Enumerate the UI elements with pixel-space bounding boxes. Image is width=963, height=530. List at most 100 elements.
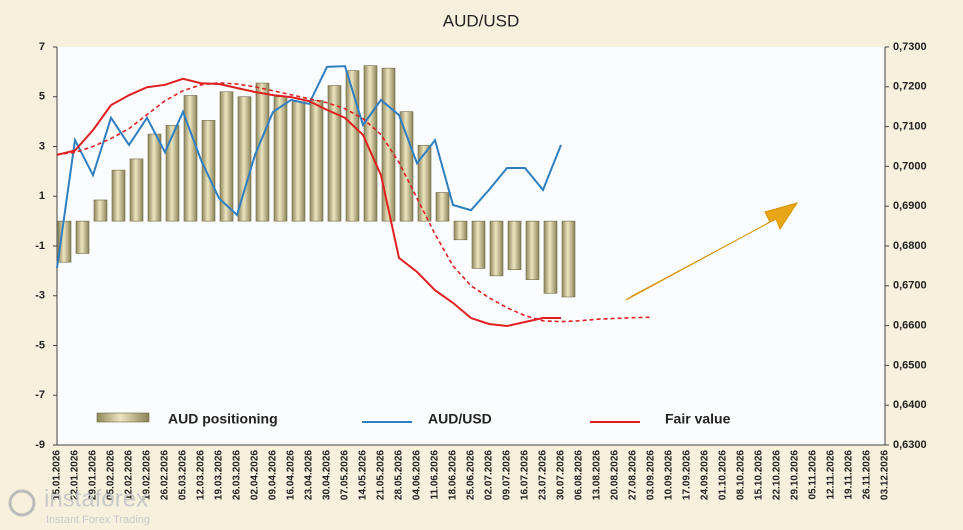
x-tick-label: 23.04.2026 bbox=[304, 450, 315, 500]
bar bbox=[543, 220, 558, 294]
x-tick-label: 20.08.2026 bbox=[610, 450, 621, 500]
x-tick-label: 09.04.2026 bbox=[268, 450, 279, 500]
x-tick-label: 13.08.2026 bbox=[592, 450, 603, 500]
x-tick-label: 30.04.2026 bbox=[322, 450, 333, 500]
bar bbox=[489, 220, 504, 277]
x-tick-label: 21.05.2026 bbox=[376, 450, 387, 500]
bar bbox=[381, 67, 396, 222]
y-tick-label: 1 bbox=[39, 190, 45, 202]
x-tick-label: 26.02.2026 bbox=[160, 450, 171, 500]
y-tick-label: -5 bbox=[35, 339, 45, 351]
bar bbox=[399, 111, 414, 222]
logo bbox=[8, 489, 36, 517]
x-tick-label: 08.10.2026 bbox=[736, 450, 747, 500]
bar bbox=[183, 95, 198, 222]
x-tick-label: 06.08.2026 bbox=[574, 450, 585, 500]
x-tick-label: 29.10.2026 bbox=[790, 450, 801, 500]
bar bbox=[525, 220, 540, 280]
bar bbox=[219, 91, 234, 222]
x-tick-label: 14.05.2026 bbox=[358, 450, 369, 500]
y2-tick-label: 0,6400 bbox=[893, 399, 927, 411]
bar bbox=[561, 220, 576, 298]
x-tick-label: 05.02.2026 bbox=[106, 450, 117, 500]
y2-tick-label: 0,7000 bbox=[893, 160, 927, 172]
x-tick-label: 17.09.2026 bbox=[682, 450, 693, 500]
x-tick-label: 24.09.2026 bbox=[700, 450, 711, 500]
x-tick-label: 19.03.2026 bbox=[214, 450, 225, 500]
x-tick-label: 10.09.2026 bbox=[664, 450, 675, 500]
tagline: Instant Forex Trading bbox=[46, 514, 150, 526]
bar bbox=[309, 100, 324, 222]
x-tick-label: 22.01.2026 bbox=[70, 450, 81, 500]
brand: instaforex bbox=[44, 485, 148, 512]
bar bbox=[471, 220, 486, 269]
bar bbox=[507, 220, 522, 270]
plot-area bbox=[57, 47, 885, 445]
y2-tick-label: 0,6600 bbox=[893, 320, 927, 332]
x-tick-label: 12.03.2026 bbox=[196, 450, 207, 500]
y2-tick-label: 0,6300 bbox=[893, 439, 927, 451]
y2-tick-label: 0,7300 bbox=[893, 41, 927, 53]
bar bbox=[345, 70, 360, 222]
x-tick-label: 22.10.2026 bbox=[772, 450, 783, 500]
x-tick-label: 25.06.2026 bbox=[466, 450, 477, 500]
x-tick-label: 19.02.2026 bbox=[142, 450, 153, 500]
y2-tick-label: 0,6700 bbox=[893, 280, 927, 292]
y2-tick-label: 0,6900 bbox=[893, 200, 927, 212]
bar bbox=[273, 96, 288, 222]
x-tick-label: 07.05.2026 bbox=[340, 450, 351, 500]
y2-tick-label: 0,6500 bbox=[893, 359, 927, 371]
x-tick-label: 16.04.2026 bbox=[286, 450, 297, 500]
x-tick-label: 03.09.2026 bbox=[646, 450, 657, 500]
x-tick-label: 11.06.2026 bbox=[430, 450, 441, 500]
bar bbox=[453, 220, 468, 241]
legend-swatch bbox=[96, 412, 150, 423]
x-tick-label: 29.01.2026 bbox=[88, 450, 99, 500]
x-tick-label: 26.11.2026 bbox=[862, 450, 873, 500]
x-tick-label: 12.11.2026 bbox=[826, 450, 837, 500]
bar bbox=[435, 192, 450, 222]
bar bbox=[237, 96, 252, 222]
x-tick-label: 09.07.2026 bbox=[502, 450, 513, 500]
chart-title: AUD/USD bbox=[443, 11, 520, 30]
bar bbox=[147, 133, 162, 222]
bar bbox=[165, 125, 180, 222]
x-tick-label: 05.03.2026 bbox=[178, 450, 189, 500]
x-tick-label: 02.07.2026 bbox=[484, 450, 495, 500]
bar bbox=[93, 199, 108, 222]
bar bbox=[363, 65, 378, 222]
x-tick-label: 12.02.2026 bbox=[124, 450, 135, 500]
legend-label: Fair value bbox=[665, 411, 731, 427]
y-tick-label: -9 bbox=[35, 439, 45, 451]
x-tick-label: 01.10.2026 bbox=[718, 450, 729, 500]
y-tick-label: 3 bbox=[39, 140, 45, 152]
bar bbox=[75, 220, 90, 254]
x-tick-label: 02.04.2026 bbox=[250, 450, 261, 500]
bar bbox=[111, 169, 126, 222]
y2-tick-label: 0,7200 bbox=[893, 81, 927, 93]
bar bbox=[255, 82, 270, 222]
x-tick-label: 15.10.2026 bbox=[754, 450, 765, 500]
line bbox=[56, 77, 561, 328]
bar bbox=[327, 85, 342, 222]
bar bbox=[291, 101, 306, 222]
x-tick-label: 19.11.2026 bbox=[844, 450, 855, 500]
legend-label: AUD/USD bbox=[428, 411, 492, 427]
y2-tick-label: 0,7100 bbox=[893, 121, 927, 133]
y-tick-label: -7 bbox=[35, 389, 45, 401]
x-tick-label: 26.03.2026 bbox=[232, 450, 243, 500]
watermark: instaforex Instant Forex Trading bbox=[8, 485, 150, 526]
y-tick-label: -1 bbox=[35, 240, 45, 252]
line bbox=[56, 65, 562, 269]
x-tick-label: 28.05.2026 bbox=[394, 450, 405, 500]
x-tick-label: 27.08.2026 bbox=[628, 450, 639, 500]
arrow bbox=[625, 202, 799, 301]
y-tick-label: 7 bbox=[39, 41, 45, 53]
legend-label: AUD positioning bbox=[168, 411, 278, 427]
x-tick-label: 23.07.2026 bbox=[538, 450, 549, 500]
bar bbox=[201, 120, 216, 222]
x-tick-label: 30.07.2026 bbox=[556, 450, 567, 500]
bar bbox=[129, 158, 144, 222]
x-tick-label: 03.12.2026 bbox=[880, 450, 891, 500]
